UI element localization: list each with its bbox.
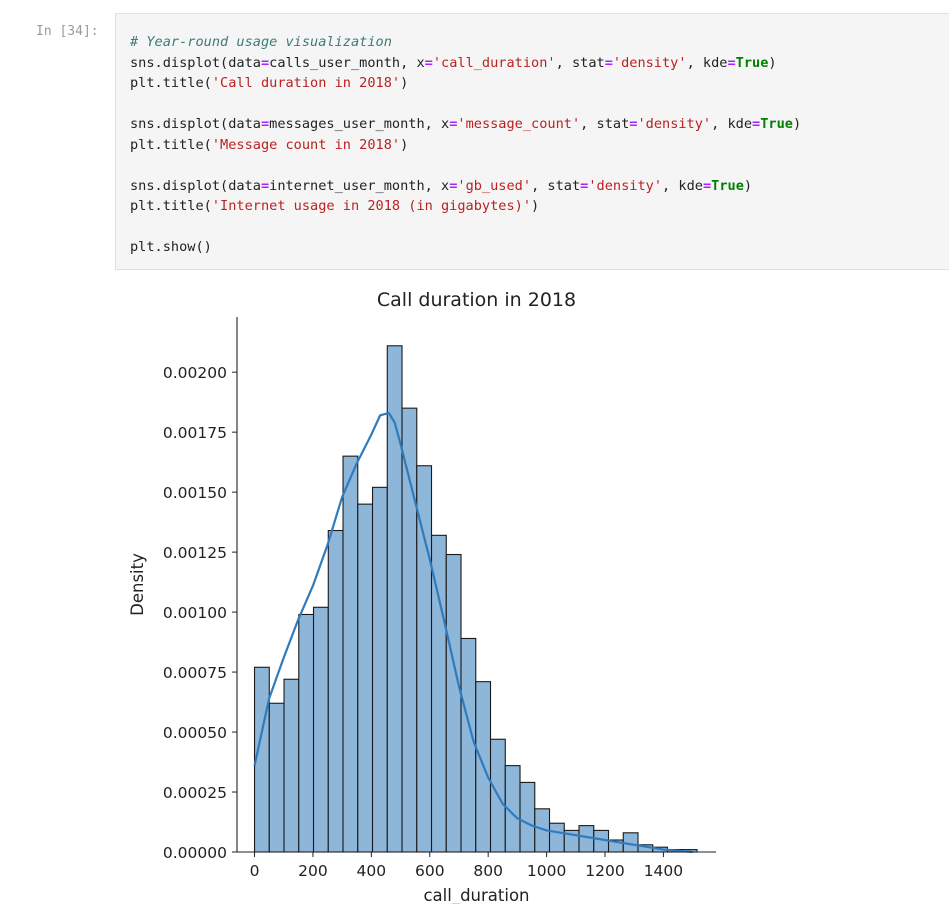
histogram-bar [430,534,447,853]
y-tick-label: 0.00100 [163,604,227,622]
histogram-bar [416,465,433,853]
x-tick-label: 600 [415,862,445,880]
x-axis-label: call_duration [423,886,529,904]
x-tick-label: 200 [298,862,328,880]
y-axis-label: Density [128,553,147,616]
histogram-bar [460,637,477,853]
histogram-bar [268,702,285,853]
y-tick-label: 0.00025 [163,784,227,802]
histogram-bar [548,822,565,853]
code-cell-input[interactable]: # Year-round usage visualization sns.disp… [115,13,949,270]
code-line-title-internet: plt.title('Internet usage in 2018 (in gi… [130,198,540,214]
code-line-show: plt.show() [130,239,212,255]
kde-line [253,411,693,854]
histogram-bar [371,486,388,853]
code-line-title-messages: plt.title('Message count in 2018') [130,136,409,153]
call-duration-histogram: 0.00000 0.00025 0.00050 0.00075 0.00100 0.001… [128,289,716,906]
x-tick-label: 1200 [585,862,624,880]
chart-title: Call duration in 2018 [377,289,576,311]
x-tick-label: 1400 [644,862,683,880]
histogram-bar [445,553,462,853]
code-line-displot-messages: sns.displot(data=messages_user_month, x=… [130,116,802,132]
code-comment: # Year-round usage visualization [130,34,392,50]
x-tick-label: 800 [473,862,503,880]
y-tick-label: 0.00000 [163,844,227,862]
histogram-bar [357,503,374,853]
cell-prompt: In [34]: [36,24,99,39]
histogram-bar [519,781,536,853]
code-line-displot-calls: sns.displot(data=calls_user_month, x='ca… [130,54,777,71]
code-line-displot-internet: sns.displot(data=internet_user_month, x=… [130,177,753,194]
histogram-bar [298,613,315,853]
y-tick-label: 0.00150 [163,484,227,502]
x-tick-label: 0 [250,862,260,880]
histogram-bar [327,529,344,853]
histogram-bar [312,606,329,853]
y-tick-label: 0.00125 [163,544,227,562]
x-tick-label: 400 [357,862,387,880]
code-line-title-calls: plt.title('Call duration in 2018') [130,75,409,91]
histogram-bar [283,678,300,853]
y-tick-label: 0.00075 [163,664,227,682]
code-editor[interactable]: # Year-round usage visualization sns.disp… [130,32,801,258]
y-tick-label: 0.00175 [163,424,227,442]
histogram-bar [342,455,359,853]
plot-output: 0.00000 0.00025 0.00050 0.00075 0.00100 0.001… [0,280,949,906]
y-tick-label: 0.00200 [163,364,227,382]
x-tick-label: 1000 [527,862,566,880]
y-tick-label: 0.00050 [163,724,227,742]
